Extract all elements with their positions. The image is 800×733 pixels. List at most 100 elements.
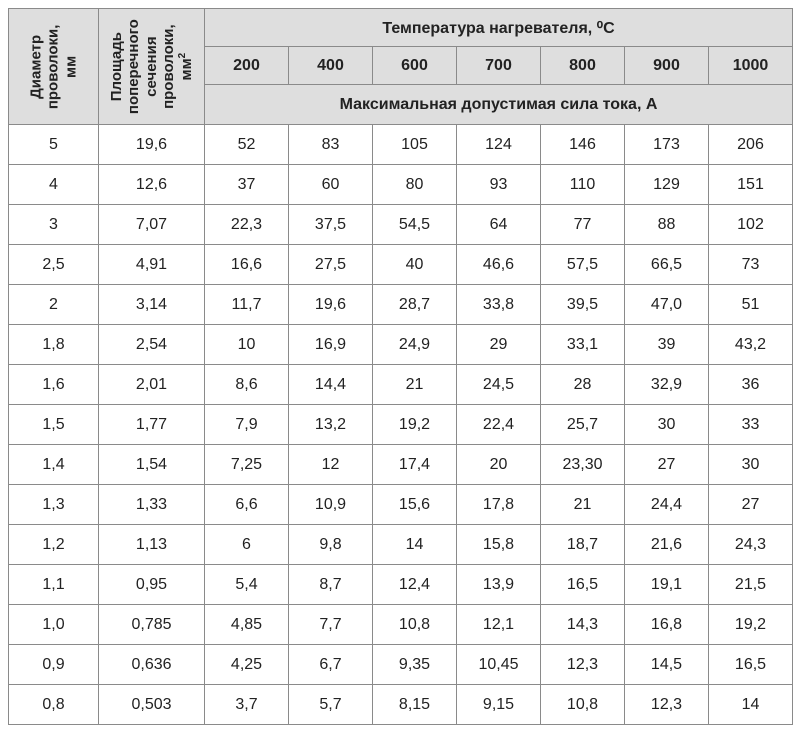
cell-current: 36 <box>709 365 793 405</box>
cell-current: 6,7 <box>289 645 373 685</box>
table-row: 1,00,7854,857,710,812,114,316,819,2 <box>9 605 793 645</box>
cell-current: 3,7 <box>205 685 289 725</box>
cell-current: 16,6 <box>205 245 289 285</box>
header-temperature-title: Температура нагревателя, ⁰С <box>205 9 793 47</box>
table-body: 519,65283105124146173206412,637608093110… <box>9 125 793 725</box>
cell-current: 19,2 <box>373 405 457 445</box>
table-row: 519,65283105124146173206 <box>9 125 793 165</box>
cell-current: 43,2 <box>709 325 793 365</box>
cell-current: 52 <box>205 125 289 165</box>
cell-current: 25,7 <box>541 405 625 445</box>
cell-current: 9,15 <box>457 685 541 725</box>
cell-diameter: 2,5 <box>9 245 99 285</box>
cell-current: 73 <box>709 245 793 285</box>
cell-current: 10,9 <box>289 485 373 525</box>
table-row: 0,80,5033,75,78,159,1510,812,314 <box>9 685 793 725</box>
cell-area: 4,91 <box>99 245 205 285</box>
table-header: Диаметрпроволоки,мм Площадьпоперечногосе… <box>9 9 793 125</box>
table-row: 1,41,547,251217,42023,302730 <box>9 445 793 485</box>
cell-current: 124 <box>457 125 541 165</box>
cell-current: 22,3 <box>205 205 289 245</box>
cell-current: 129 <box>625 165 709 205</box>
cell-current: 146 <box>541 125 625 165</box>
cell-area: 0,503 <box>99 685 205 725</box>
cell-current: 37,5 <box>289 205 373 245</box>
cell-current: 8,15 <box>373 685 457 725</box>
cell-diameter: 0,8 <box>9 685 99 725</box>
cell-current: 64 <box>457 205 541 245</box>
table-row: 412,637608093110129151 <box>9 165 793 205</box>
cell-area: 19,6 <box>99 125 205 165</box>
cell-current: 19,1 <box>625 565 709 605</box>
cell-diameter: 1,5 <box>9 405 99 445</box>
cell-current: 20 <box>457 445 541 485</box>
table-row: 2,54,9116,627,54046,657,566,573 <box>9 245 793 285</box>
cell-current: 13,2 <box>289 405 373 445</box>
wire-current-table: Диаметрпроволоки,мм Площадьпоперечногосе… <box>8 8 793 725</box>
cell-current: 9,35 <box>373 645 457 685</box>
cell-current: 16,5 <box>541 565 625 605</box>
cell-area: 0,636 <box>99 645 205 685</box>
cell-current: 24,4 <box>625 485 709 525</box>
cell-current: 13,9 <box>457 565 541 605</box>
cell-current: 28,7 <box>373 285 457 325</box>
col-header-area: Площадьпоперечногосеченияпроволоки,мм2 <box>99 9 205 125</box>
cell-current: 8,6 <box>205 365 289 405</box>
cell-current: 15,8 <box>457 525 541 565</box>
cell-current: 88 <box>625 205 709 245</box>
cell-current: 151 <box>709 165 793 205</box>
header-temp-value: 900 <box>625 47 709 85</box>
cell-current: 5,7 <box>289 685 373 725</box>
cell-current: 12,1 <box>457 605 541 645</box>
cell-current: 37 <box>205 165 289 205</box>
cell-current: 105 <box>373 125 457 165</box>
cell-current: 4,25 <box>205 645 289 685</box>
cell-area: 3,14 <box>99 285 205 325</box>
cell-current: 23,30 <box>541 445 625 485</box>
cell-current: 7,7 <box>289 605 373 645</box>
cell-current: 30 <box>625 405 709 445</box>
header-temp-value: 600 <box>373 47 457 85</box>
cell-diameter: 5 <box>9 125 99 165</box>
cell-current: 12,4 <box>373 565 457 605</box>
cell-diameter: 1,6 <box>9 365 99 405</box>
cell-diameter: 3 <box>9 205 99 245</box>
cell-current: 12,3 <box>625 685 709 725</box>
cell-current: 33,8 <box>457 285 541 325</box>
cell-current: 51 <box>709 285 793 325</box>
table-row: 1,62,018,614,42124,52832,936 <box>9 365 793 405</box>
cell-current: 6 <box>205 525 289 565</box>
cell-current: 110 <box>541 165 625 205</box>
cell-current: 14 <box>709 685 793 725</box>
cell-current: 206 <box>709 125 793 165</box>
cell-current: 10,45 <box>457 645 541 685</box>
cell-current: 14,3 <box>541 605 625 645</box>
cell-area: 7,07 <box>99 205 205 245</box>
cell-area: 0,95 <box>99 565 205 605</box>
cell-current: 24,3 <box>709 525 793 565</box>
cell-diameter: 1,3 <box>9 485 99 525</box>
cell-current: 6,6 <box>205 485 289 525</box>
table-row: 1,10,955,48,712,413,916,519,121,5 <box>9 565 793 605</box>
cell-current: 83 <box>289 125 373 165</box>
cell-area: 0,785 <box>99 605 205 645</box>
cell-current: 4,85 <box>205 605 289 645</box>
cell-current: 18,7 <box>541 525 625 565</box>
cell-diameter: 1,8 <box>9 325 99 365</box>
cell-diameter: 1,0 <box>9 605 99 645</box>
cell-current: 19,6 <box>289 285 373 325</box>
cell-current: 173 <box>625 125 709 165</box>
cell-diameter: 1,1 <box>9 565 99 605</box>
cell-current: 24,5 <box>457 365 541 405</box>
cell-area: 1,54 <box>99 445 205 485</box>
cell-current: 7,9 <box>205 405 289 445</box>
cell-current: 47,0 <box>625 285 709 325</box>
cell-current: 22,4 <box>457 405 541 445</box>
cell-current: 21,5 <box>709 565 793 605</box>
cell-current: 46,6 <box>457 245 541 285</box>
cell-current: 27,5 <box>289 245 373 285</box>
cell-current: 11,7 <box>205 285 289 325</box>
table-row: 1,21,1369,81415,818,721,624,3 <box>9 525 793 565</box>
cell-diameter: 2 <box>9 285 99 325</box>
cell-current: 27 <box>625 445 709 485</box>
